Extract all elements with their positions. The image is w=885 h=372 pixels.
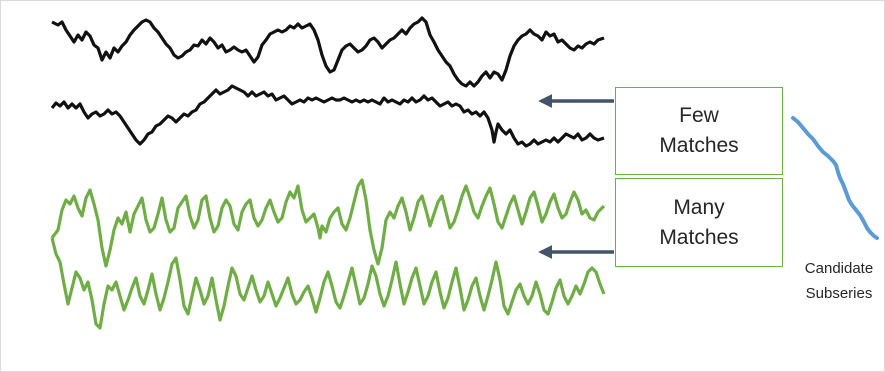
many-matches-label-line1: Many — [673, 195, 725, 219]
green-series-2 — [50, 237, 606, 330]
green-series-1 — [50, 178, 606, 268]
caption-line2: Subseries — [805, 285, 873, 302]
few-matches-box: Few Matches — [615, 87, 783, 175]
many-matches-label-line2: Matches — [659, 225, 739, 249]
black-series-2 — [50, 84, 605, 148]
candidate-subseries-caption: Candidate Subseries — [793, 256, 885, 306]
many-matches-box: Many Matches — [615, 178, 783, 267]
candidate-subseries — [791, 116, 879, 240]
black-series-1 — [51, 16, 605, 88]
few-matches-label-line2: Matches — [659, 134, 739, 157]
few-matches-label-line1: Few — [679, 104, 719, 127]
caption-line1: Candidate — [804, 260, 874, 277]
